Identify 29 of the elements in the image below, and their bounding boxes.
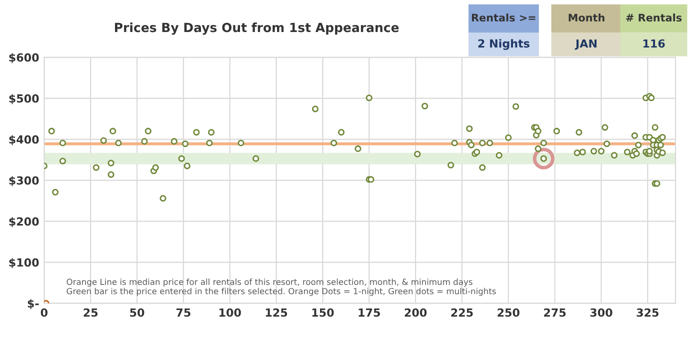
y-tick-label: $100 (9, 258, 39, 268)
x-tick-label: 150 (312, 308, 334, 317)
y-tick-label: $600 (9, 53, 39, 64)
x-tick-label: 325 (636, 308, 658, 317)
x-tick-label: 75 (176, 308, 190, 317)
x-tick-label: 100 (220, 308, 241, 317)
y-tick-label: $- (28, 299, 39, 310)
text: # Rentals (626, 13, 682, 22)
x-tick-label: 300 (590, 308, 612, 317)
x-tick-label: 175 (358, 308, 380, 317)
y-tick-label: $300 (9, 176, 39, 186)
text: JAN (574, 39, 596, 50)
y-tick-label: $400 (9, 135, 39, 146)
text: 2 Nights (478, 39, 530, 50)
x-tick-label: 50 (130, 308, 144, 317)
y-tick-label: $500 (9, 94, 39, 104)
x-tick-label: 225 (451, 308, 473, 317)
x-tick-label: 125 (266, 308, 288, 317)
x-tick-label: 0 (40, 308, 48, 317)
text: 116 (643, 39, 665, 48)
x-tick-label: 25 (84, 308, 98, 317)
x-tick-label: 275 (544, 308, 566, 317)
text: Month (568, 13, 604, 22)
text: Rentals >= (472, 13, 536, 22)
x-tick-label: 200 (404, 308, 427, 317)
x-tick-label: 250 (498, 308, 520, 317)
chart-title: Prices By Days Out from 1st Appearance (115, 22, 399, 35)
annotation: Orange Line is median price for all rentals of this resort, room selection, month, & minimum days Green bar is the price entered in the filters selected. Orange Dots = 1-night, Green dots = multi-nights (66, 278, 496, 296)
y-tick-label: $200 (9, 217, 39, 228)
